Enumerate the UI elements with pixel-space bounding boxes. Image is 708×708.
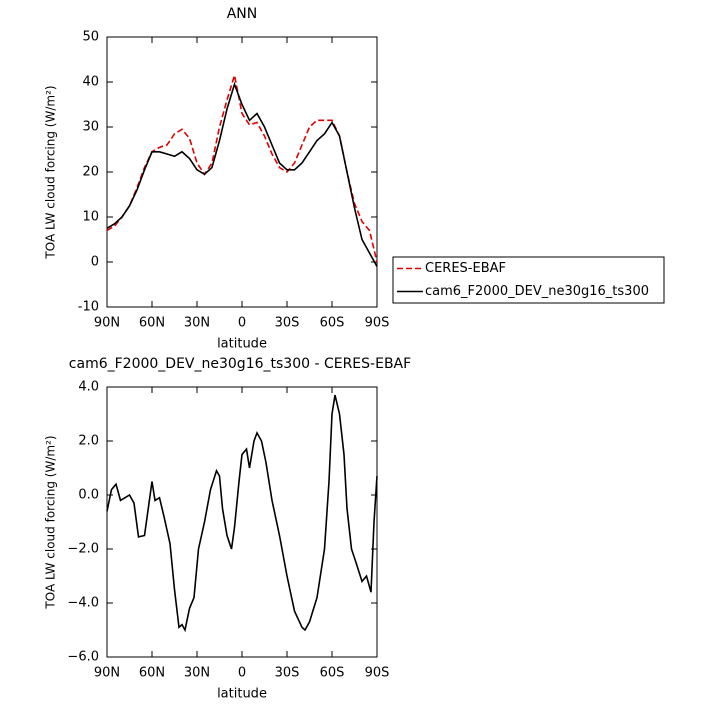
legend-box: [392, 256, 665, 304]
legend-label: CERES-EBAF: [425, 261, 506, 276]
y-axis-label: TOA LW cloud forcing (W/m²): [44, 435, 58, 609]
x-tick-label: 90S: [365, 666, 390, 681]
x-tick-label: 90N: [94, 316, 120, 331]
x-tick-label: 60N: [139, 316, 165, 331]
y-tick-label: 4.0: [78, 380, 99, 395]
y-tick-label: 40: [82, 75, 99, 90]
y-axis-label: TOA LW cloud forcing (W/m²): [44, 85, 58, 259]
x-tick-label: 90S: [365, 316, 390, 331]
y-tick-label: −6.0: [67, 650, 99, 665]
y-tick-label: 50: [82, 30, 99, 45]
y-tick-label: 2.0: [78, 434, 99, 449]
y-tick-label: −4.0: [67, 596, 99, 611]
x-axis-label: latitude: [217, 687, 267, 702]
x-tick-label: 0: [238, 666, 246, 681]
x-tick-label: 30S: [275, 316, 300, 331]
chart-title: cam6_F2000_DEV_ne30g16_ts300 - CERES-EBA…: [69, 356, 411, 372]
y-tick-label: 30: [82, 120, 99, 135]
x-tick-label: 60N: [139, 666, 165, 681]
x-tick-label: 90N: [94, 666, 120, 681]
y-tick-label: 0: [91, 255, 99, 270]
y-tick-label: 20: [82, 165, 99, 180]
y-tick-label: 0.0: [78, 488, 99, 503]
y-tick-label: 10: [82, 210, 99, 225]
x-tick-label: 60S: [320, 316, 345, 331]
x-tick-label: 30S: [275, 666, 300, 681]
plot-frame: [106, 386, 378, 658]
data-line: [106, 81, 378, 267]
y-tick-label: −2.0: [67, 542, 99, 557]
chart-title: ANN: [227, 6, 258, 22]
y-tick-label: -10: [78, 300, 99, 315]
x-tick-label: 30N: [184, 316, 210, 331]
data-line: [106, 394, 378, 633]
plot-frame: [106, 36, 378, 308]
x-tick-label: 0: [238, 316, 246, 331]
legend-label: cam6_F2000_DEV_ne30g16_ts300: [425, 284, 649, 299]
x-tick-label: 60S: [320, 666, 345, 681]
x-axis-label: latitude: [217, 337, 267, 352]
x-tick-label: 30N: [184, 666, 210, 681]
